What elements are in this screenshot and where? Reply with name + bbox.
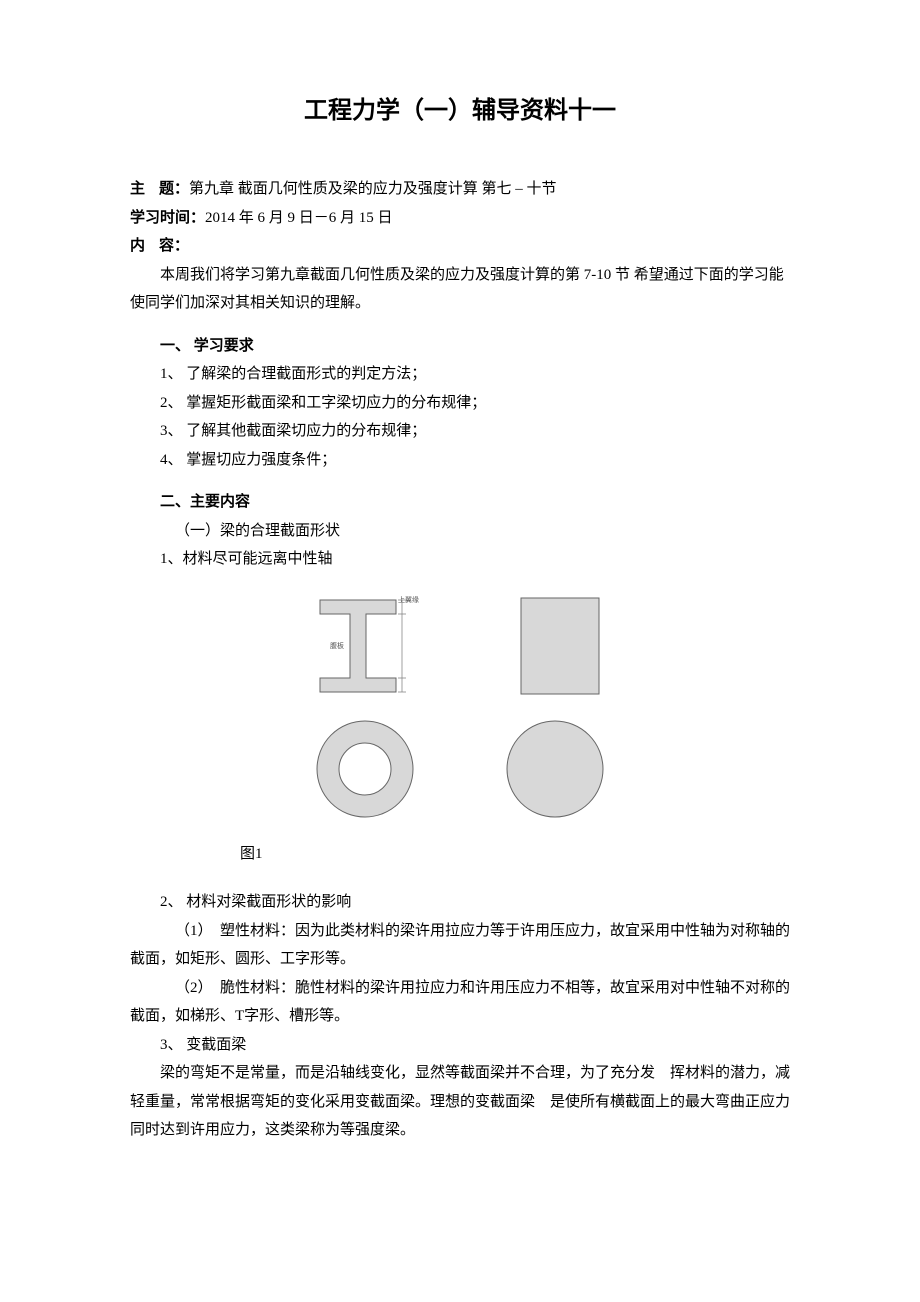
topic-label: 主 xyxy=(130,181,159,197)
section-2-sub1-item3: 3、 变截面梁 xyxy=(130,1031,790,1060)
circle-shape xyxy=(500,714,610,824)
time-value: 2014 年 6 月 9 日－6 月 15 日 xyxy=(205,210,393,226)
section-2-sub1-item2-p2: （2） 脆性材料：脆性材料的梁许用拉应力和许用压应力不相等，故宜采用对中性轴不对… xyxy=(130,974,790,1031)
figure-1-shapes: 上翼缘 腹板 xyxy=(130,594,790,824)
section-1-item-1: 1、 了解梁的合理截面形式的判定方法； xyxy=(130,360,790,389)
intro-paragraph: 本周我们将学习第九章截面几何性质及梁的应力及强度计算的第 7-10 节 希望通过… xyxy=(130,261,790,318)
topic-label-2: 题： xyxy=(159,181,189,197)
section-2-head: 二、主要内容 xyxy=(130,488,790,517)
section-1-item-3: 3、 了解其他截面梁切应力的分布规律； xyxy=(130,417,790,446)
topic-line: 主题：第九章 截面几何性质及梁的应力及强度计算 第七 – 十节 xyxy=(130,175,790,204)
content-label-line: 内容： xyxy=(130,232,790,261)
shapes-row-2 xyxy=(130,714,790,824)
section-2-sub1-item2-p1: （1） 塑性材料：因为此类材料的梁许用拉应力等于许用压应力，故宜采用中性轴为对称… xyxy=(130,917,790,974)
document-page: 工程力学（一）辅导资料十一 主题：第九章 截面几何性质及梁的应力及强度计算 第七… xyxy=(0,0,920,1302)
shapes-row-1: 上翼缘 腹板 xyxy=(130,594,790,698)
ibeam-top-label: 上翼缘 xyxy=(398,595,419,604)
rectangle-shape xyxy=(510,594,610,698)
figure-1-label: 图1 xyxy=(240,840,790,869)
content-label: 内 xyxy=(130,238,159,254)
section-2-sub1-head: （一）梁的合理截面形状 xyxy=(130,517,790,546)
section-1-item-4: 4、 掌握切应力强度条件； xyxy=(130,446,790,475)
ring-shape xyxy=(310,714,420,824)
section-2-sub1-item2: 2、 材料对梁截面形状的影响 xyxy=(130,888,790,917)
content-label-2: 容： xyxy=(159,238,189,254)
time-label: 学习时间： xyxy=(130,210,205,226)
section-1-head: 一、 学习要求 xyxy=(130,332,790,361)
ibeam-mid-label: 腹板 xyxy=(330,641,344,650)
doc-title: 工程力学（一）辅导资料十一 xyxy=(130,90,790,125)
section-1-item-2: 2、 掌握矩形截面梁和工字梁切应力的分布规律； xyxy=(130,389,790,418)
time-line: 学习时间：2014 年 6 月 9 日－6 月 15 日 xyxy=(130,204,790,233)
section-2-sub1-item3-p: 梁的弯矩不是常量，而是沿轴线变化，显然等截面梁并不合理，为了充分发 挥材料的潜力… xyxy=(130,1059,790,1145)
ibeam-shape: 上翼缘 腹板 xyxy=(310,594,430,698)
topic-value: 第九章 截面几何性质及梁的应力及强度计算 第七 – 十节 xyxy=(189,181,557,197)
section-2-sub1-item1: 1、材料尽可能远离中性轴 xyxy=(130,545,790,574)
